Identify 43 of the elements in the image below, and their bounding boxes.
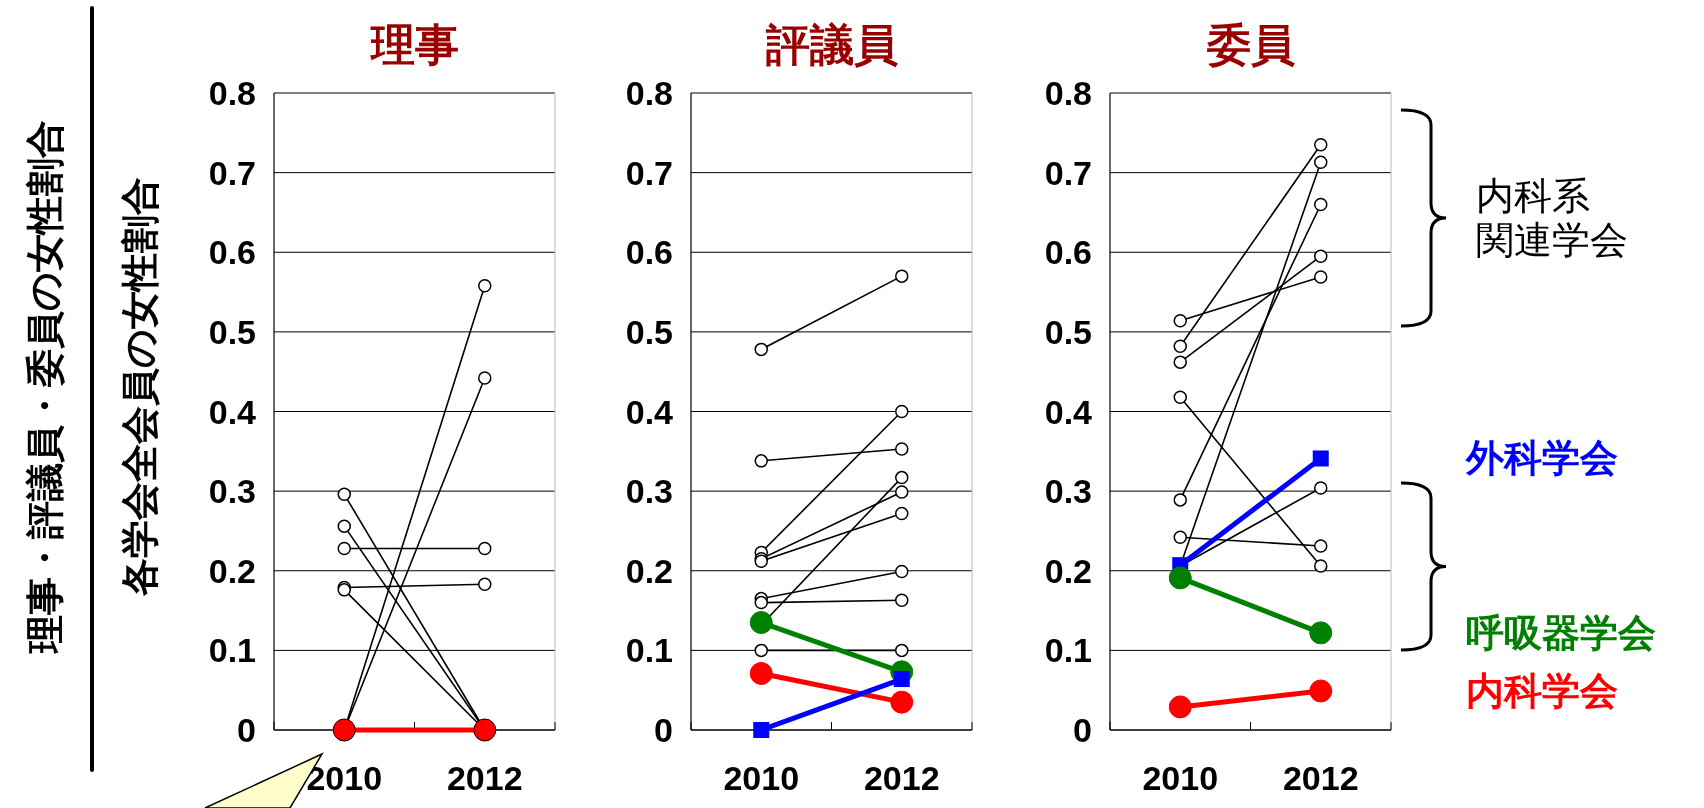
y-tick-label: 0.8 [625,74,673,112]
text: 理事・評議員・委員の女性割合 [24,120,66,654]
y-tick-label: 0 [1073,711,1092,749]
y-tick-label: 0.5 [208,312,256,351]
y-tick-label: 0.3 [208,472,256,511]
x-tick-label: 2012 [863,759,940,797]
y-tick-label: 0 [237,711,256,749]
y-tick-label: 0.1 [625,631,673,670]
y-tick-label: 0.7 [625,153,673,192]
y-tick-label: 0.7 [208,153,256,192]
y-tick-label: 0.3 [1044,472,1092,511]
x-tick-label: 2012 [1282,759,1359,797]
chart-title: 委員 [1205,20,1295,69]
y-tick-label: 0 [654,711,673,749]
y-tick-label: 0.6 [1044,233,1092,272]
y-tick-label: 0.4 [1044,392,1093,431]
text: 関連学会 [1476,219,1628,261]
y-tick-label: 0.5 [625,312,673,351]
y-tick-label: 0.2 [208,551,256,590]
text: 外科学会 [1465,437,1618,480]
y-tick-label: 0.6 [208,233,256,272]
chart-title: 評議員 [764,20,898,69]
x-tick-label: 2010 [1142,759,1219,797]
y-tick-label: 0.1 [1044,631,1092,670]
y-tick-label: 0.8 [1044,74,1092,112]
text: 内科系 [1476,175,1590,217]
y-tick-label: 0.5 [1044,312,1092,351]
x-tick-label: 2010 [723,759,800,797]
y-tick-label: 0.4 [208,392,257,431]
y-tick-label: 0.7 [1044,153,1092,192]
y-tick-label: 0.4 [625,392,674,431]
y-tick-label: 0.2 [1044,551,1092,590]
x-tick-label: 2012 [446,759,523,797]
x-tick-label: 2010 [306,759,383,797]
y-tick-label: 0.6 [625,233,673,272]
y-axis-title: 各学会全会員の女性割合 [119,177,161,597]
y-tick-label: 0.2 [625,551,673,590]
y-tick-label: 0.3 [625,472,673,511]
text: 内科学会 [1466,669,1618,712]
y-tick-label: 0.8 [208,74,256,112]
text: 呼吸器学会 [1466,611,1656,654]
y-tick-label: 0.1 [208,631,256,670]
chart-title: 理事 [368,20,459,69]
